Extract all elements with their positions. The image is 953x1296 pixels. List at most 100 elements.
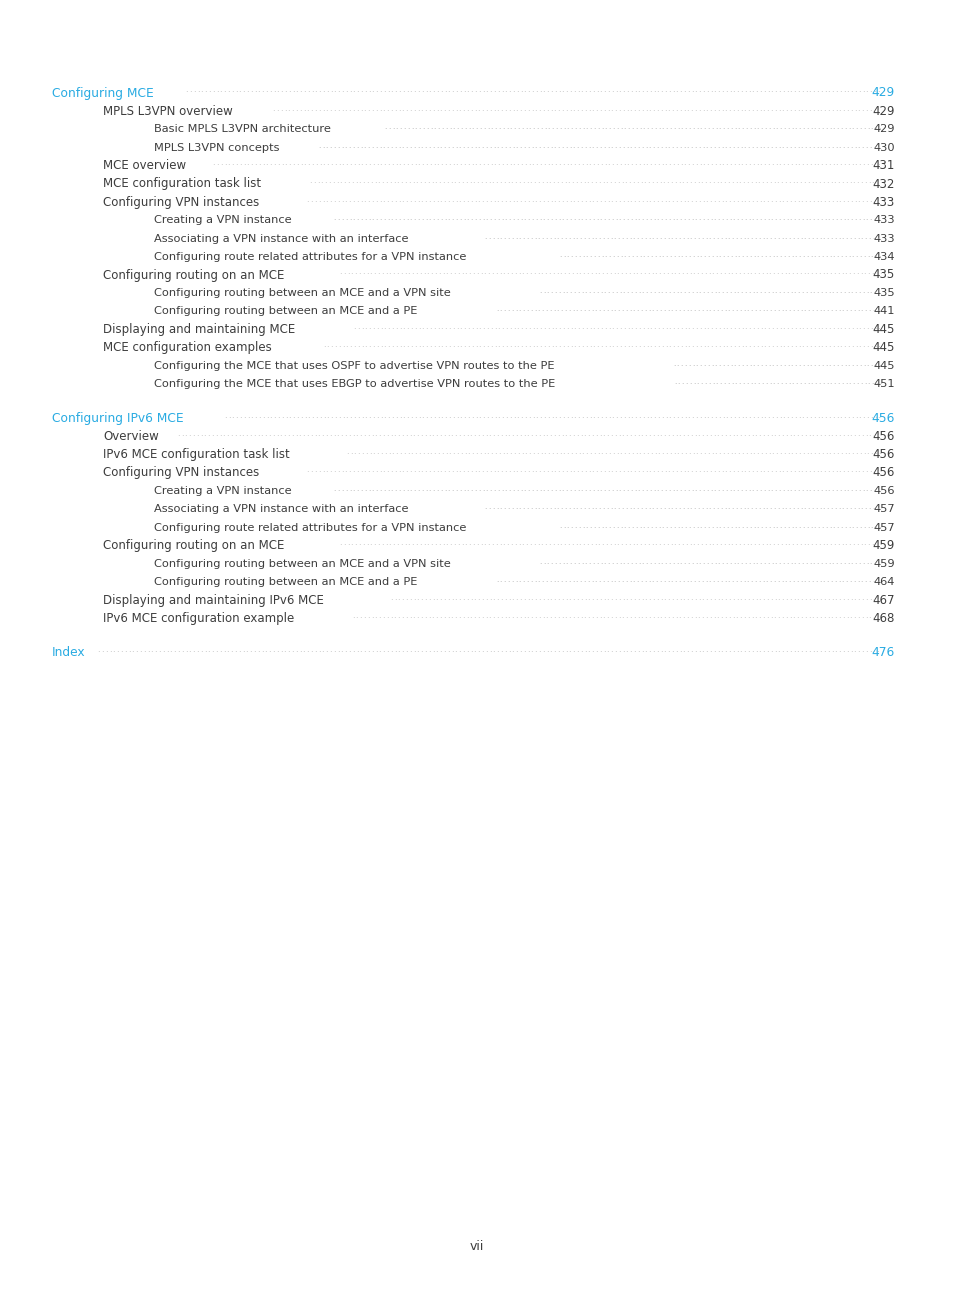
Text: ·: ·	[522, 145, 525, 150]
Text: ·: ·	[348, 198, 351, 206]
Text: ·: ·	[403, 271, 406, 280]
Text: ·: ·	[597, 127, 598, 132]
Text: ·: ·	[325, 145, 328, 150]
Text: ·: ·	[793, 218, 795, 223]
Text: ·: ·	[482, 450, 485, 459]
Text: ·: ·	[411, 127, 413, 132]
Text: ·: ·	[857, 648, 859, 657]
Text: ·: ·	[740, 161, 742, 170]
Text: ·: ·	[215, 88, 218, 97]
Text: ·: ·	[253, 413, 256, 422]
Text: ·: ·	[767, 271, 770, 280]
Text: ·: ·	[845, 145, 847, 150]
Text: ·: ·	[401, 145, 403, 150]
Text: ·: ·	[593, 271, 596, 280]
Text: ·: ·	[852, 236, 855, 241]
Text: ·: ·	[605, 507, 608, 512]
Text: ·: ·	[456, 271, 458, 280]
Text: ·: ·	[742, 507, 744, 512]
Text: ·: ·	[744, 254, 747, 259]
Text: ·: ·	[317, 198, 320, 206]
Text: ·: ·	[222, 432, 225, 441]
Text: ·: ·	[488, 614, 491, 623]
Text: ·: ·	[831, 290, 833, 297]
Text: ·: ·	[488, 432, 491, 441]
Text: ·: ·	[876, 290, 879, 297]
Text: ·: ·	[708, 579, 710, 586]
Text: ·: ·	[344, 648, 347, 657]
Text: ·: ·	[359, 198, 362, 206]
Text: ·: ·	[522, 648, 525, 657]
Text: ·: ·	[705, 561, 708, 566]
Text: ·: ·	[512, 88, 514, 97]
Text: ·: ·	[514, 271, 516, 280]
Text: Configuring routing between an MCE and a VPN site: Configuring routing between an MCE and a…	[153, 559, 450, 569]
Text: ·: ·	[644, 88, 647, 97]
Text: ·: ·	[402, 450, 405, 459]
Text: ·: ·	[656, 218, 659, 223]
Text: ·: ·	[594, 180, 596, 188]
Text: ·: ·	[739, 614, 741, 623]
Text: ·: ·	[770, 325, 773, 334]
Text: ·: ·	[382, 218, 385, 223]
Text: ·: ·	[541, 596, 544, 605]
Text: ·: ·	[857, 290, 860, 297]
Text: ·: ·	[862, 254, 864, 259]
Text: ·: ·	[658, 180, 660, 188]
Text: ·: ·	[860, 308, 862, 315]
Text: ·: ·	[410, 161, 412, 170]
Text: ·: ·	[512, 413, 515, 422]
Text: ·: ·	[728, 489, 730, 494]
Text: ·: ·	[812, 561, 814, 566]
Text: ·: ·	[587, 614, 589, 623]
Text: ·: ·	[579, 596, 581, 605]
Text: ·: ·	[567, 579, 570, 586]
Text: ·: ·	[781, 561, 783, 566]
Text: ·: ·	[511, 236, 513, 241]
Text: ·: ·	[798, 363, 800, 369]
Text: ·: ·	[699, 363, 701, 369]
Text: ·: ·	[599, 290, 601, 297]
Text: ·: ·	[783, 507, 786, 512]
Text: ·: ·	[455, 106, 456, 115]
Text: ·: ·	[690, 290, 693, 297]
Text: ·: ·	[261, 161, 264, 170]
Text: ·: ·	[511, 648, 514, 657]
Text: ·: ·	[586, 308, 589, 315]
Text: ·: ·	[204, 648, 206, 657]
Text: ·: ·	[333, 145, 335, 150]
Text: ·: ·	[481, 218, 484, 223]
Text: ·: ·	[800, 648, 802, 657]
Text: ·: ·	[660, 325, 662, 334]
Text: ·: ·	[801, 254, 803, 259]
Text: ·: ·	[459, 325, 461, 334]
Text: ·: ·	[348, 432, 350, 441]
Text: ·: ·	[672, 325, 674, 334]
Text: ·: ·	[782, 271, 785, 280]
Text: ·: ·	[475, 413, 476, 422]
Text: ·: ·	[478, 413, 480, 422]
Text: ·: ·	[371, 432, 373, 441]
Text: ·: ·	[367, 648, 370, 657]
Text: ·: ·	[698, 561, 700, 566]
Text: ·: ·	[739, 236, 740, 241]
Text: ·: ·	[641, 325, 643, 334]
Text: ·: ·	[723, 236, 725, 241]
Text: ·: ·	[760, 542, 762, 551]
Text: ·: ·	[771, 363, 773, 369]
Text: ·: ·	[696, 180, 699, 188]
Text: ·: ·	[508, 218, 510, 223]
Text: ·: ·	[578, 271, 580, 280]
Text: ·: ·	[438, 432, 441, 441]
Text: ·: ·	[633, 88, 636, 97]
Text: ·: ·	[754, 198, 757, 206]
Text: ·: ·	[780, 507, 782, 512]
Text: ·: ·	[797, 290, 799, 297]
Text: ·: ·	[810, 180, 812, 188]
Text: ·: ·	[750, 145, 753, 150]
Text: ·: ·	[801, 325, 803, 334]
Text: ·: ·	[546, 325, 549, 334]
Text: ·: ·	[823, 218, 825, 223]
Text: ·: ·	[678, 308, 679, 315]
Text: ·: ·	[849, 198, 851, 206]
